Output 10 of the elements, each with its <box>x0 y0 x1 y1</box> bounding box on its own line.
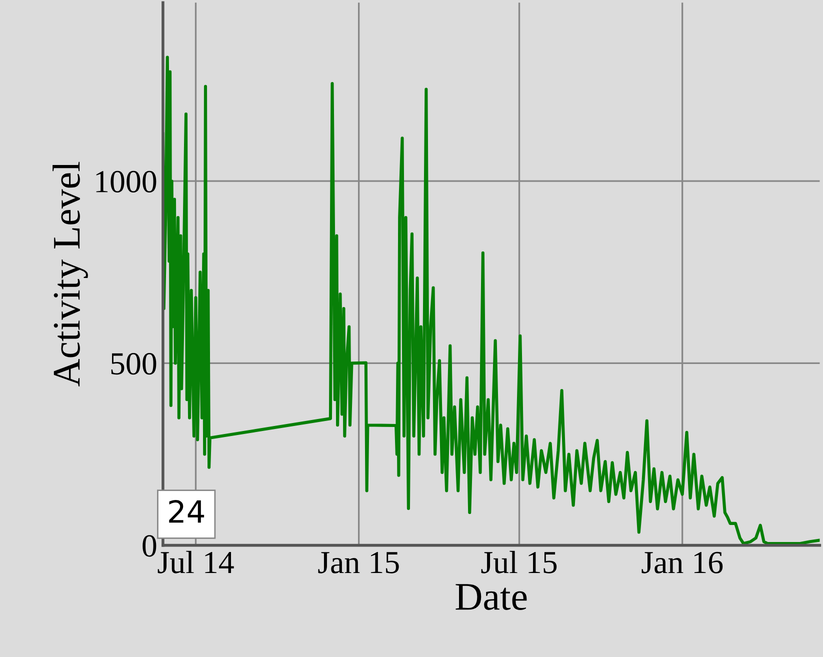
x-axis-title: Date <box>456 584 527 610</box>
x-tick-label: Jan 16 <box>642 552 723 574</box>
y-tick-label: 500 <box>111 353 156 375</box>
y-tick-label: 1000 <box>96 170 156 192</box>
y-tick-label: 0 <box>142 535 156 557</box>
x-tick-label: Jul 14 <box>158 550 234 574</box>
annotation: 24 <box>169 500 204 523</box>
x-tick-label: Jan 15 <box>318 552 399 574</box>
y-axis-title: Activity Level <box>52 162 88 386</box>
x-tick-label: Jul 15 <box>481 550 557 574</box>
